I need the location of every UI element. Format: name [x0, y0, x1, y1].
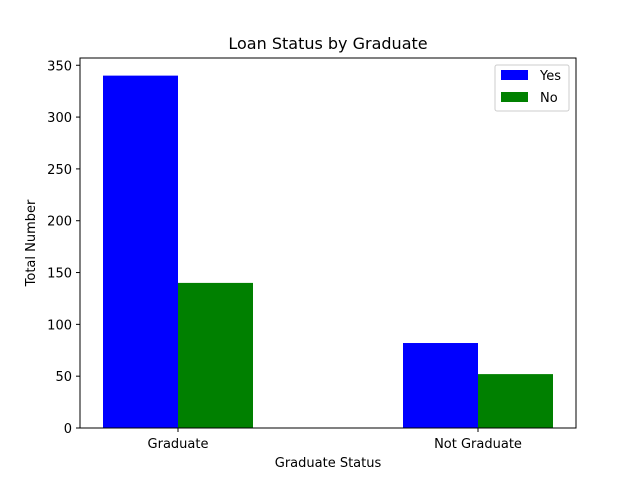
x-tick-label: Graduate	[148, 437, 209, 452]
chart-title: Loan Status by Graduate	[228, 34, 427, 53]
legend-swatch-yes	[501, 70, 528, 80]
y-tick-label: 0	[64, 422, 72, 437]
y-axis: 0 50 100 150 200 250 300 350	[47, 59, 80, 437]
y-tick-label: 150	[47, 267, 72, 282]
bars-group	[103, 75, 553, 428]
bar-no-graduate	[178, 282, 253, 428]
legend: Yes No	[494, 64, 570, 112]
x-axis: Graduate Not Graduate	[148, 428, 522, 452]
x-axis-label: Graduate Status	[275, 456, 382, 471]
y-tick-label: 300	[47, 111, 72, 126]
y-tick-label: 350	[47, 59, 72, 74]
bar-no-not-graduate	[478, 374, 553, 428]
y-tick-label: 200	[47, 215, 72, 230]
y-axis-label: Total Number	[24, 199, 39, 287]
y-tick-label: 250	[47, 163, 72, 178]
legend-label-no: No	[540, 91, 558, 106]
plot-frame	[79, 57, 577, 429]
y-tick-label: 100	[47, 318, 72, 333]
legend-swatch-no	[501, 92, 528, 102]
y-tick-label: 50	[55, 370, 72, 385]
x-tick-label: Not Graduate	[434, 437, 522, 452]
legend-label-yes: Yes	[539, 69, 561, 84]
bar-yes-not-graduate	[403, 343, 478, 428]
bar-yes-graduate	[103, 75, 178, 428]
